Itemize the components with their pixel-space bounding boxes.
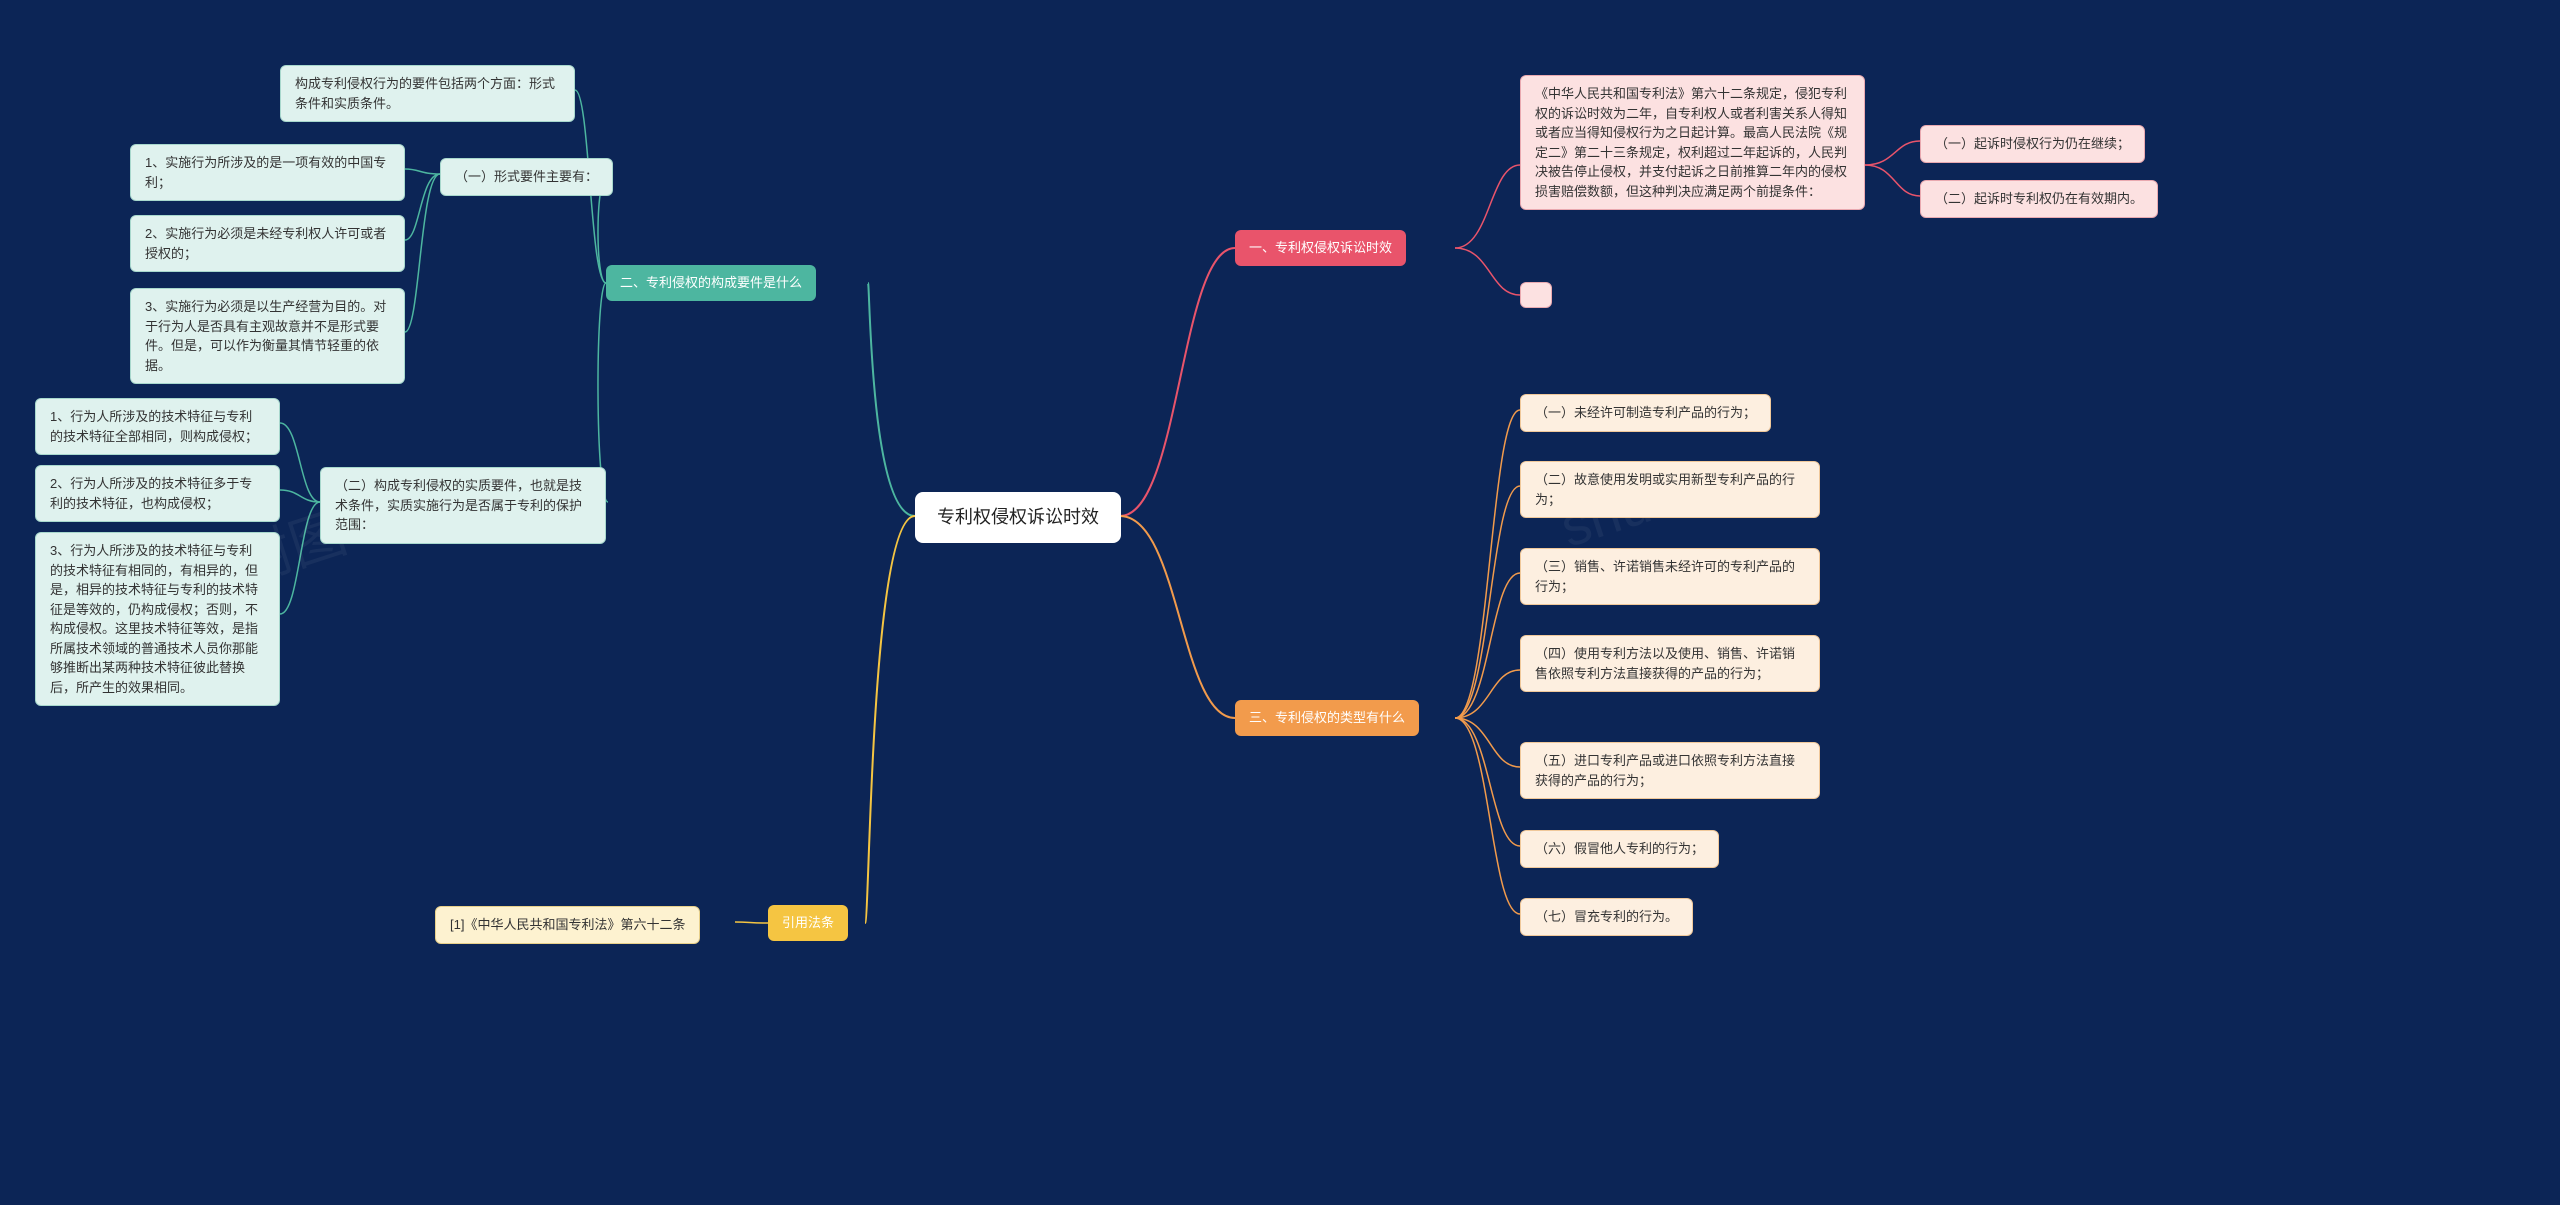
branch-3-item-1[interactable]: （一）未经许可制造专利产品的行为； bbox=[1520, 394, 1771, 432]
branch-2-sec1[interactable]: （一）形式要件主要有： bbox=[440, 158, 613, 196]
branch-2-sec1-item1[interactable]: 1、实施行为所涉及的是一项有效的中国专利； bbox=[130, 144, 405, 201]
branch-3-item-5[interactable]: （五）进口专利产品或进口依照专利方法直接获得的产品的行为； bbox=[1520, 742, 1820, 799]
branch-3-item-3[interactable]: （三）销售、许诺销售未经许可的专利产品的行为； bbox=[1520, 548, 1820, 605]
branch-2-sec2-item1[interactable]: 1、行为人所涉及的技术特征与专利的技术特征全部相同，则构成侵权； bbox=[35, 398, 280, 455]
branch-3-item-6[interactable]: （六）假冒他人专利的行为； bbox=[1520, 830, 1719, 868]
branch-3-item-2[interactable]: （二）故意使用发明或实用新型专利产品的行为； bbox=[1520, 461, 1820, 518]
root-node[interactable]: 专利权侵权诉讼时效 bbox=[915, 492, 1121, 543]
branch-2-intro[interactable]: 构成专利侵权行为的要件包括两个方面：形式条件和实质条件。 bbox=[280, 65, 575, 122]
branch-4-item[interactable]: [1]《中华人民共和国专利法》第六十二条 bbox=[435, 906, 700, 944]
branch-1-child-1b[interactable]: （二）起诉时专利权仍在有效期内。 bbox=[1920, 180, 2158, 218]
branch-2[interactable]: 二、专利侵权的构成要件是什么 bbox=[606, 265, 816, 301]
branch-3-item-4[interactable]: （四）使用专利方法以及使用、销售、许诺销售依照专利方法直接获得的产品的行为； bbox=[1520, 635, 1820, 692]
branch-1-child-1a[interactable]: （一）起诉时侵权行为仍在继续； bbox=[1920, 125, 2145, 163]
branch-2-sec1-item3[interactable]: 3、实施行为必须是以生产经营为目的。对于行为人是否具有主观故意并不是形式要件。但… bbox=[130, 288, 405, 384]
branch-1-child-1[interactable]: 《中华人民共和国专利法》第六十二条规定，侵犯专利权的诉讼时效为二年，自专利权人或… bbox=[1520, 75, 1865, 210]
branch-2-sec2-item2[interactable]: 2、行为人所涉及的技术特征多于专利的技术特征，也构成侵权； bbox=[35, 465, 280, 522]
branch-3[interactable]: 三、专利侵权的类型有什么 bbox=[1235, 700, 1419, 736]
mindmap-container: 树图 shutu shut 专利权侵权诉讼时效 一、专利权侵权诉讼时效 《中华人… bbox=[0, 0, 2560, 1205]
branch-2-sec2[interactable]: （二）构成专利侵权的实质要件，也就是技术条件，实质实施行为是否属于专利的保护范围… bbox=[320, 467, 606, 544]
branch-1-child-2[interactable] bbox=[1520, 282, 1552, 308]
branch-2-sec2-item3[interactable]: 3、行为人所涉及的技术特征与专利的技术特征有相同的，有相异的，但是，相异的技术特… bbox=[35, 532, 280, 706]
branch-1[interactable]: 一、专利权侵权诉讼时效 bbox=[1235, 230, 1406, 266]
branch-2-sec1-item2[interactable]: 2、实施行为必须是未经专利权人许可或者授权的； bbox=[130, 215, 405, 272]
branch-4[interactable]: 引用法条 bbox=[768, 905, 848, 941]
branch-3-item-7[interactable]: （七）冒充专利的行为。 bbox=[1520, 898, 1693, 936]
